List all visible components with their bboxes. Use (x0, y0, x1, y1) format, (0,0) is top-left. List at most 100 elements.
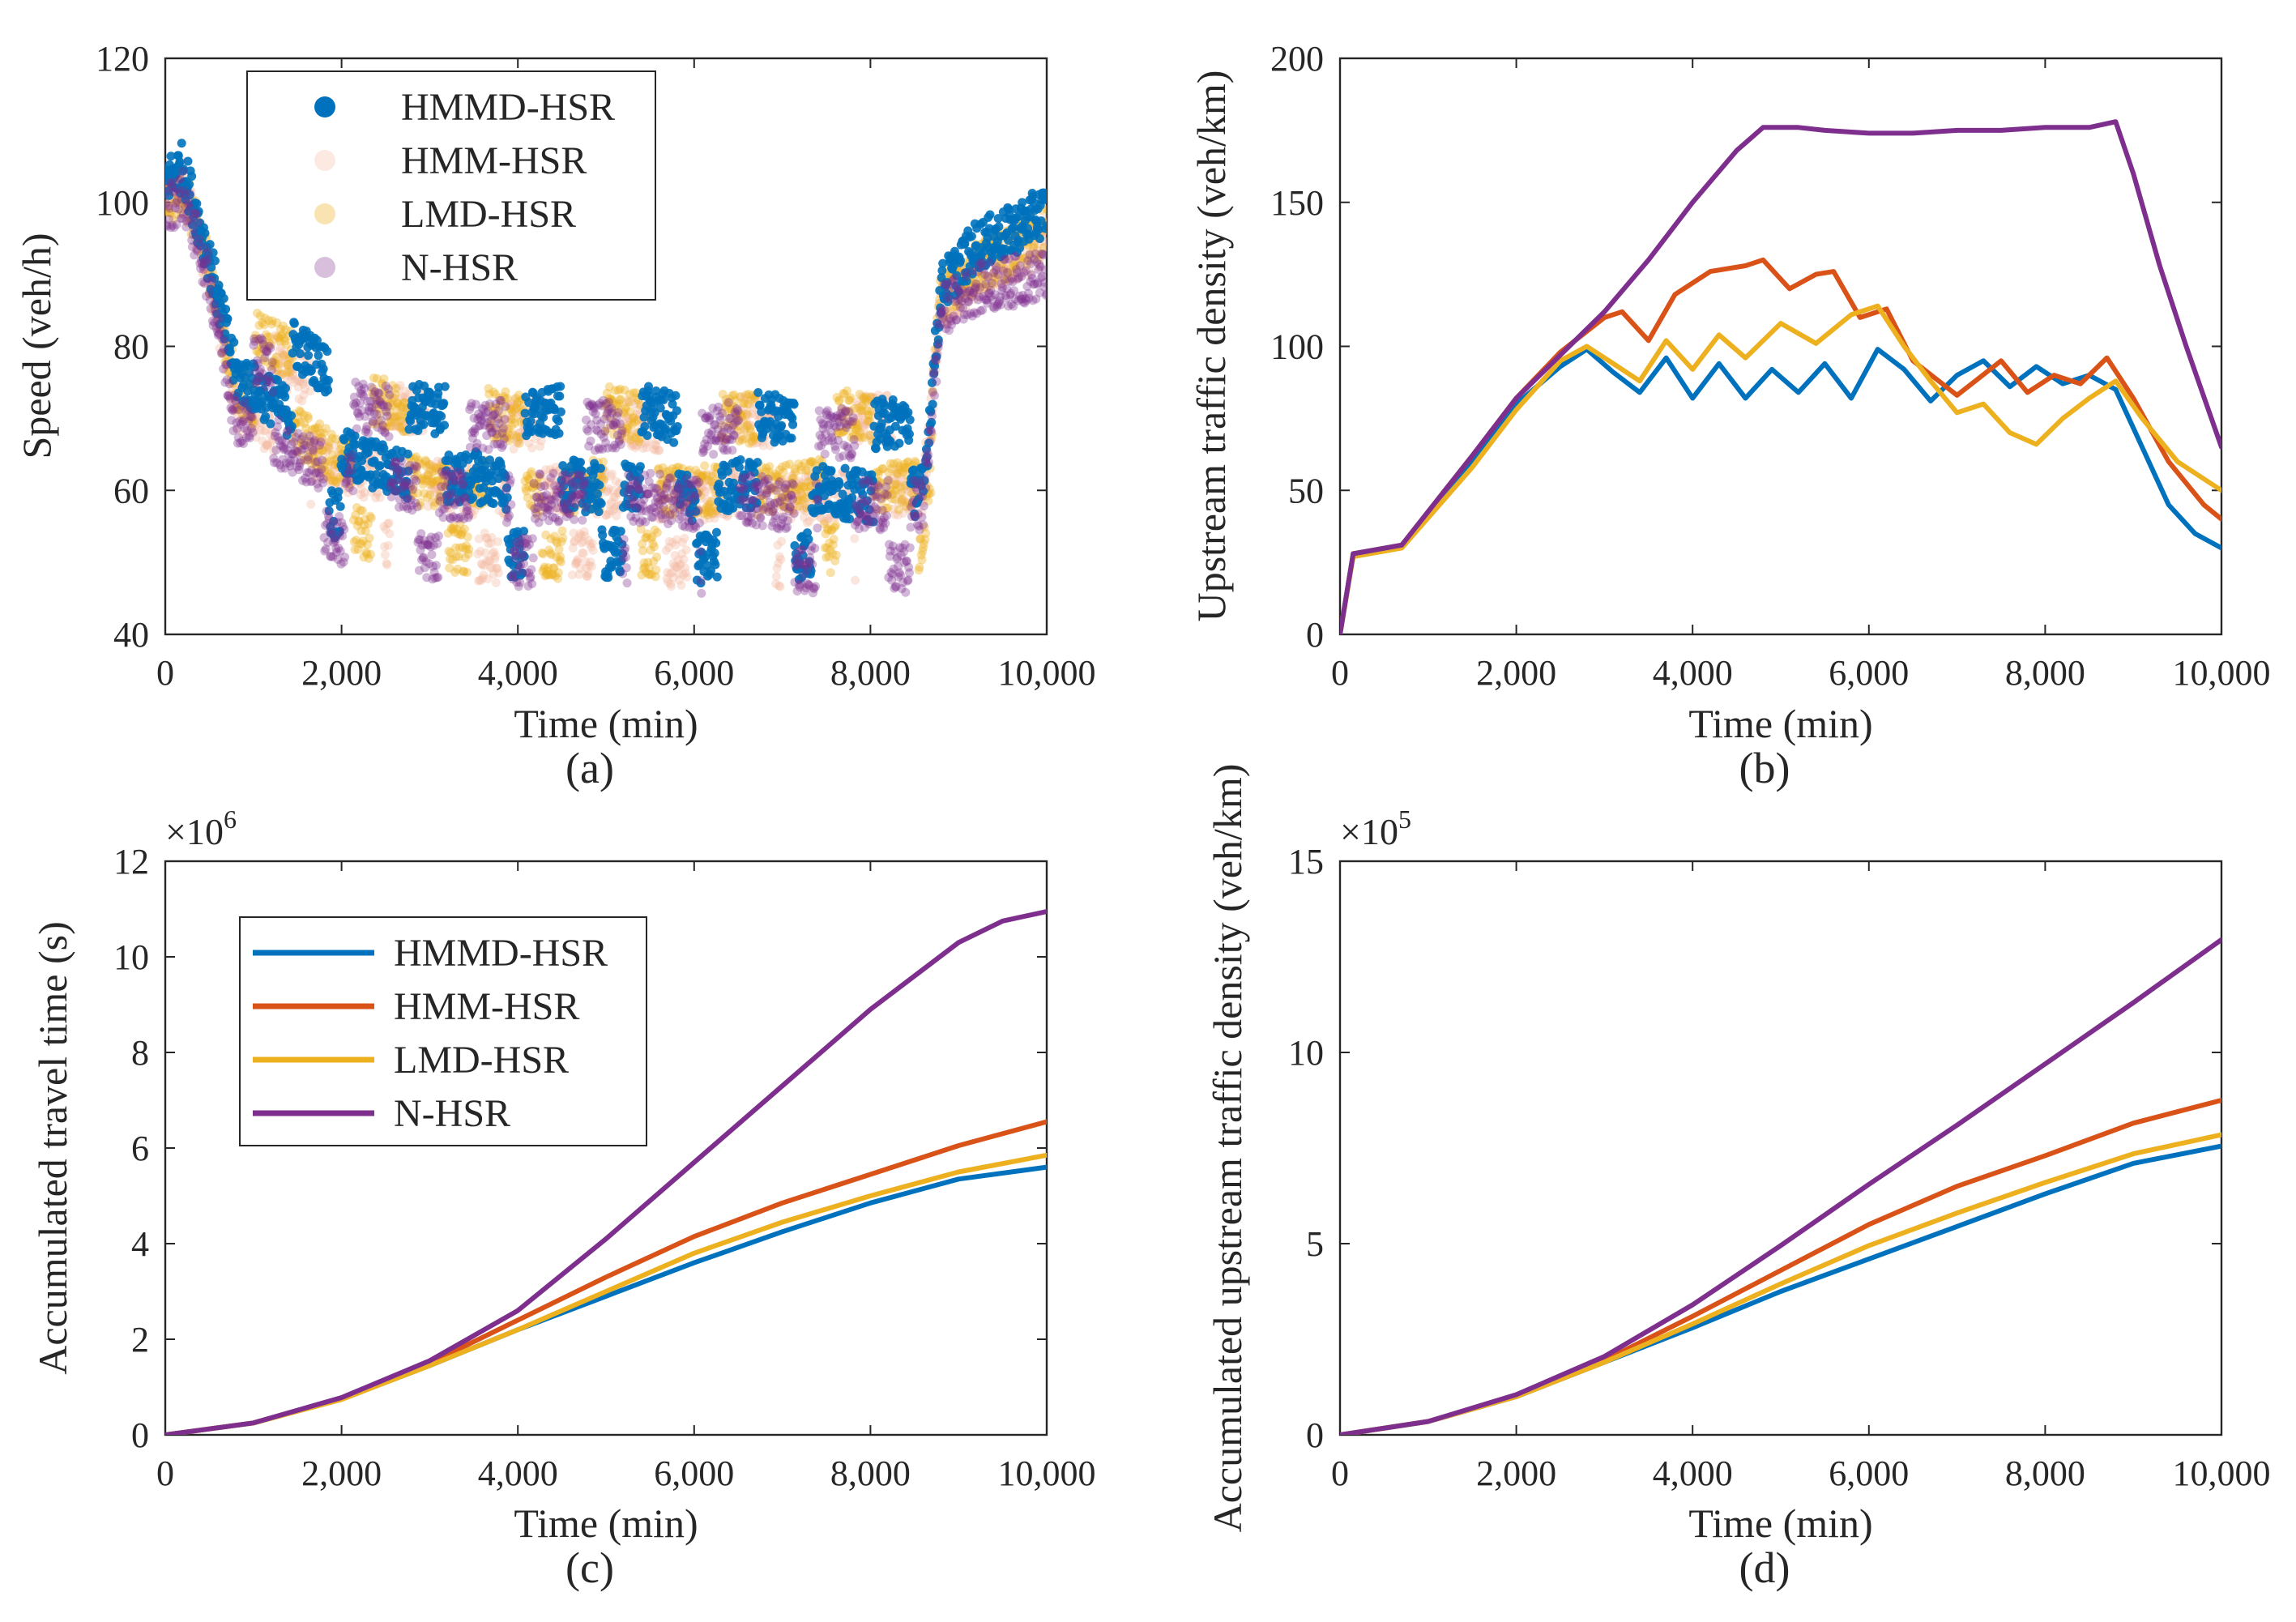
data-point (788, 420, 798, 429)
data-point (675, 575, 685, 585)
data-point (623, 412, 633, 422)
data-point (459, 524, 469, 534)
data-point (711, 560, 720, 570)
data-point (273, 333, 283, 343)
data-point (397, 393, 407, 403)
data-point (663, 567, 672, 577)
data-point (888, 472, 898, 482)
data-point (315, 468, 325, 478)
data-point (503, 399, 513, 409)
data-point (425, 489, 435, 499)
data-point (581, 502, 591, 512)
data-point (866, 392, 876, 402)
data-point (854, 437, 864, 446)
data-point (250, 425, 259, 435)
data-point (487, 532, 497, 542)
data-point (619, 535, 629, 544)
data-point (773, 540, 783, 550)
data-point (540, 499, 550, 509)
data-point (383, 540, 393, 550)
data-point (779, 475, 789, 484)
data-point (668, 538, 677, 548)
data-point (651, 445, 660, 455)
data-point (267, 438, 276, 448)
data-point (476, 559, 486, 569)
data-point (604, 573, 613, 583)
data-point (706, 509, 715, 519)
data-point (429, 480, 439, 490)
data-point (664, 536, 674, 546)
data-point (792, 490, 801, 500)
data-point (323, 375, 333, 385)
data-point (893, 479, 903, 489)
data-point (479, 570, 489, 580)
data-point (502, 423, 512, 433)
data-point (274, 415, 284, 425)
data-point (748, 439, 758, 449)
data-point (853, 413, 863, 423)
data-point (176, 174, 186, 184)
data-point (289, 378, 299, 387)
data-point (553, 416, 563, 426)
data-point (473, 549, 483, 559)
data-point (792, 489, 802, 499)
data-point (284, 371, 294, 381)
data-point (622, 578, 632, 588)
data-point (279, 351, 288, 361)
data-point (482, 557, 492, 566)
data-point (862, 399, 872, 409)
data-point (739, 403, 749, 413)
data-point (527, 443, 537, 453)
data-point (575, 529, 585, 539)
data-point (638, 546, 647, 556)
data-point (638, 443, 647, 453)
data-point (902, 497, 911, 507)
data-point (569, 528, 578, 538)
data-point (800, 472, 810, 482)
data-point (576, 531, 586, 540)
data-point (433, 539, 442, 548)
data-point (275, 343, 285, 352)
data-point (422, 471, 432, 480)
data-point (306, 444, 316, 454)
data-point (322, 446, 331, 456)
data-point (363, 428, 373, 438)
data-point (463, 567, 472, 577)
data-point (505, 401, 514, 411)
data-point (315, 433, 325, 443)
data-point (676, 559, 685, 569)
data-point (271, 331, 280, 340)
data-point (772, 563, 782, 573)
data-point (488, 563, 497, 573)
data-point (508, 402, 518, 412)
data-point (556, 557, 565, 567)
data-point (609, 493, 619, 502)
data-point (826, 568, 835, 578)
data-point (491, 578, 501, 587)
data-point (395, 381, 405, 391)
data-point (737, 411, 747, 420)
data-point (527, 579, 537, 589)
data-point (894, 498, 903, 508)
data-point (799, 503, 809, 513)
data-point (640, 421, 650, 431)
data-point (822, 518, 832, 527)
data-point (582, 571, 591, 581)
data-point (238, 429, 248, 438)
data-point (490, 554, 500, 564)
data-point (601, 510, 611, 520)
data-point (681, 568, 690, 578)
data-point (329, 460, 339, 470)
data-point (604, 509, 613, 519)
data-point (890, 480, 900, 489)
data-point (488, 548, 497, 558)
data-point (584, 561, 594, 570)
data-point (288, 370, 297, 380)
data-point (269, 446, 279, 455)
data-point (330, 469, 339, 479)
data-point (262, 440, 272, 450)
data-point (798, 505, 808, 514)
data-point (831, 550, 841, 560)
data-point (309, 429, 319, 439)
data-point (397, 456, 407, 466)
